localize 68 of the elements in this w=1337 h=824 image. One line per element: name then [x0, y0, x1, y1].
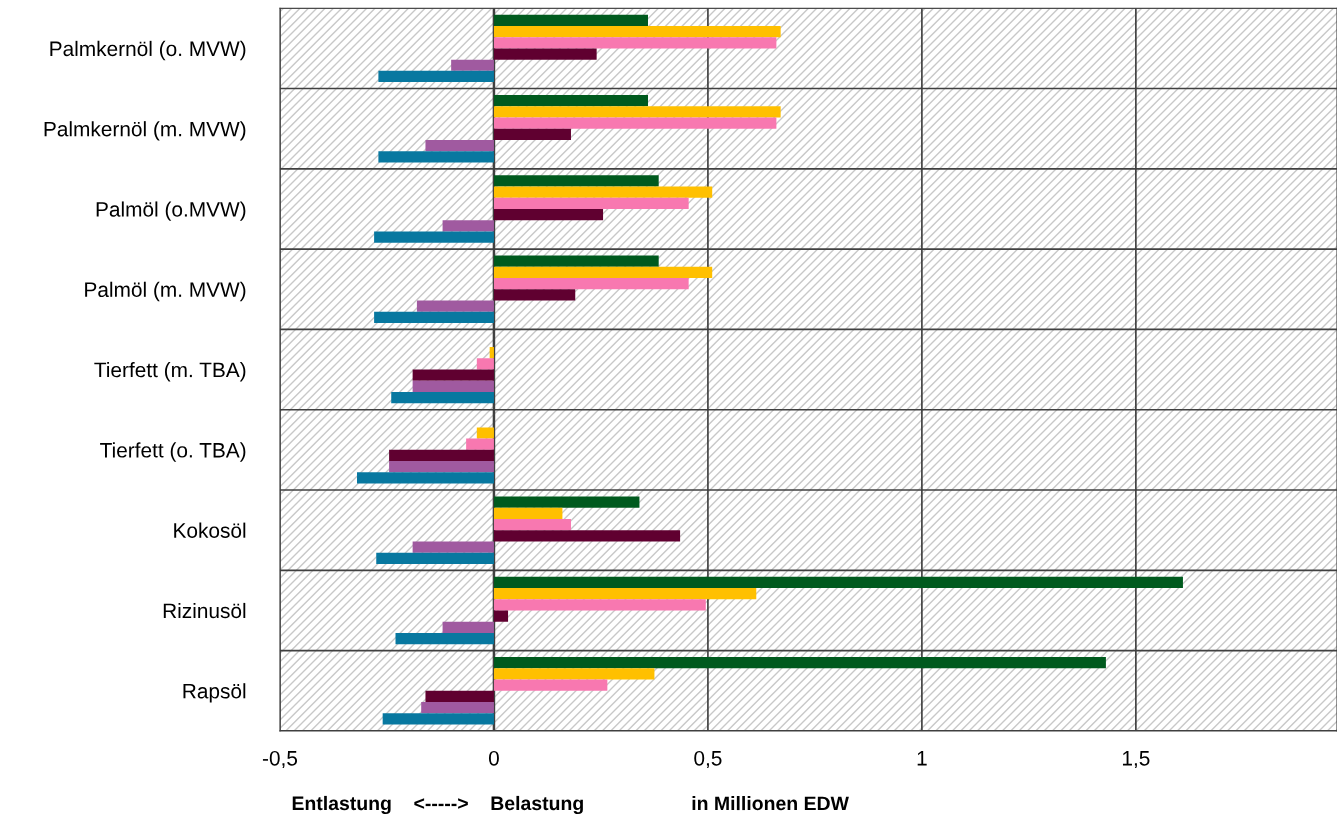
bar [493, 14, 648, 26]
bar [466, 438, 494, 450]
bar [493, 117, 777, 129]
bar [493, 278, 689, 290]
bar [493, 289, 576, 301]
y-tick-label: Tierfett (m. TBA) [94, 362, 246, 382]
bar [493, 518, 571, 531]
bar [442, 621, 494, 633]
x-tick-label: -0,5 [262, 750, 298, 769]
bar [421, 701, 494, 714]
y-tick-label: Palmöl (o.MVW) [96, 201, 246, 221]
bar [493, 576, 1183, 588]
bar [493, 587, 757, 600]
bar [493, 25, 781, 38]
bar [493, 94, 648, 107]
bar [493, 128, 571, 140]
y-tick-label: Palmkernöl (o. MVW) [50, 40, 246, 61]
bar [493, 37, 777, 49]
x-tick-label: 0 [488, 750, 499, 766]
bar [493, 610, 509, 622]
bar [476, 427, 494, 439]
y-tick-label: Rizinusöl [163, 602, 246, 619]
y-tick-label: Palmkernöl (m. MVW) [44, 121, 246, 141]
bar [376, 552, 494, 564]
y-tick-label: Tierfett (o. TBA) [100, 442, 246, 462]
x-tick-label: 1 [917, 751, 927, 766]
bar [382, 713, 494, 725]
bar [493, 197, 689, 209]
bar [493, 266, 713, 279]
bar [395, 632, 494, 645]
bar [493, 106, 781, 118]
bar [412, 541, 494, 553]
bar [493, 599, 706, 611]
x-tick-label: 0,5 [694, 750, 722, 769]
bar [476, 358, 494, 370]
bar [378, 151, 494, 163]
bar [442, 220, 494, 232]
y-tick-label: Kokosöl [174, 522, 246, 538]
bar [489, 347, 494, 359]
text: in Millionen EDW [692, 795, 849, 811]
bar [416, 300, 494, 312]
text: Entlastung <-----> Belastung [292, 795, 583, 815]
bar [412, 380, 494, 393]
bar [493, 668, 655, 680]
bar [374, 231, 494, 243]
bar [493, 496, 640, 508]
bar [389, 449, 494, 462]
bar [374, 311, 494, 323]
bar [425, 690, 494, 702]
bar [493, 530, 681, 542]
bar [412, 369, 494, 381]
y-tick-label: Rapsöl [183, 683, 246, 703]
bar [493, 255, 659, 267]
bar [493, 208, 604, 221]
y-tick-label: Palmöl (m. MVW) [85, 281, 246, 302]
bar [391, 392, 494, 404]
bar [389, 461, 494, 473]
bar [357, 472, 494, 484]
bar [493, 679, 608, 691]
bar [493, 186, 713, 198]
bar [425, 139, 494, 152]
bar [451, 59, 494, 71]
bar [493, 657, 1106, 669]
x-tick-label: 1,5 [1122, 751, 1150, 769]
bar [493, 175, 659, 187]
bar [493, 48, 597, 60]
bar [493, 507, 563, 519]
bar [378, 70, 494, 83]
